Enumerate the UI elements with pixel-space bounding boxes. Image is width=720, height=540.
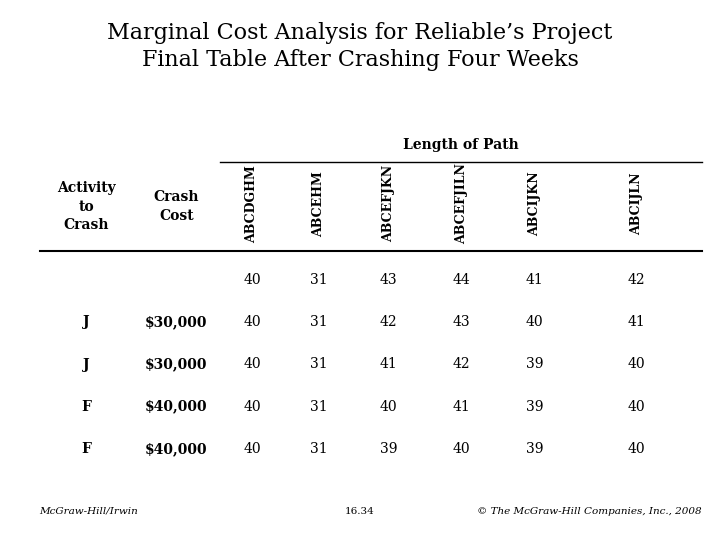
Text: 40: 40 — [243, 400, 261, 414]
Text: ABCIJKN: ABCIJKN — [528, 172, 541, 236]
Text: McGraw-Hill/Irwin: McGraw-Hill/Irwin — [40, 507, 138, 516]
Text: J: J — [83, 315, 90, 329]
Text: 31: 31 — [310, 442, 328, 456]
Text: 31: 31 — [310, 315, 328, 329]
Text: $40,000: $40,000 — [145, 400, 207, 414]
Text: 40: 40 — [243, 357, 261, 372]
Text: 42: 42 — [628, 273, 645, 287]
Text: 43: 43 — [453, 315, 470, 329]
Text: $40,000: $40,000 — [145, 442, 207, 456]
Text: 40: 40 — [628, 400, 645, 414]
Text: Crash
Cost: Crash Cost — [153, 191, 199, 222]
Text: 40: 40 — [243, 442, 261, 456]
Text: Length of Path: Length of Path — [403, 138, 518, 152]
Text: 39: 39 — [526, 357, 544, 372]
Text: ABCIJLN: ABCIJLN — [630, 173, 643, 235]
Text: 40: 40 — [628, 442, 645, 456]
Text: © The McGraw-Hill Companies, Inc., 2008: © The McGraw-Hill Companies, Inc., 2008 — [477, 507, 702, 516]
Text: 31: 31 — [310, 400, 328, 414]
Text: 42: 42 — [380, 315, 397, 329]
Text: ABCEFJILN: ABCEFJILN — [455, 164, 468, 244]
Text: 31: 31 — [310, 357, 328, 372]
Text: $30,000: $30,000 — [145, 315, 207, 329]
Text: 44: 44 — [453, 273, 470, 287]
Text: 41: 41 — [526, 273, 544, 287]
Text: 41: 41 — [628, 315, 645, 329]
Text: ABCEFJKN: ABCEFJKN — [382, 165, 395, 242]
Text: 40: 40 — [380, 400, 397, 414]
Text: F: F — [81, 442, 91, 456]
Text: 39: 39 — [526, 400, 544, 414]
Text: 39: 39 — [380, 442, 397, 456]
Text: $30,000: $30,000 — [145, 357, 207, 372]
Text: Marginal Cost Analysis for Reliable’s Project
Final Table After Crashing Four We: Marginal Cost Analysis for Reliable’s Pr… — [107, 22, 613, 71]
Text: 40: 40 — [628, 357, 645, 372]
Text: 40: 40 — [526, 315, 544, 329]
Text: 41: 41 — [453, 400, 470, 414]
Text: Activity
to
Crash: Activity to Crash — [57, 181, 116, 232]
Text: 40: 40 — [453, 442, 470, 456]
Text: 43: 43 — [380, 273, 397, 287]
Text: 40: 40 — [243, 315, 261, 329]
Text: F: F — [81, 400, 91, 414]
Text: 31: 31 — [310, 273, 328, 287]
Text: ABCEHM: ABCEHM — [312, 171, 325, 237]
Text: 42: 42 — [453, 357, 470, 372]
Text: 41: 41 — [380, 357, 397, 372]
Text: 16.34: 16.34 — [345, 507, 375, 516]
Text: 40: 40 — [243, 273, 261, 287]
Text: J: J — [83, 357, 90, 372]
Text: 39: 39 — [526, 442, 544, 456]
Text: ABCDGHM: ABCDGHM — [246, 165, 258, 242]
